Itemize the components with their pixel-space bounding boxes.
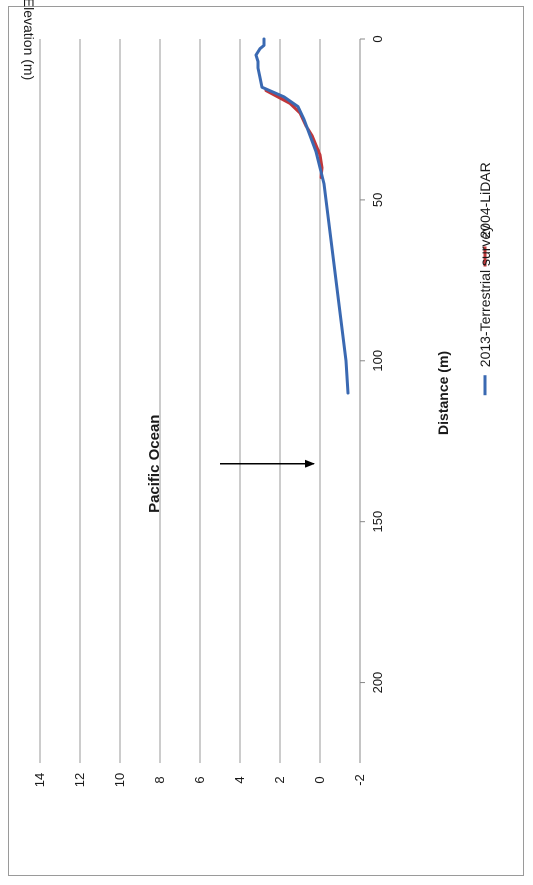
chart-frame [8,6,524,876]
x-tick-label: 200 [370,672,385,694]
y-tick-label: 12 [72,773,87,787]
y-tick-label: 2 [272,776,287,783]
y-axis-label: Elevation (m) [21,0,37,80]
y-tick-label: 8 [152,776,167,783]
pacific-ocean-annotation: Pacific Ocean [146,415,163,513]
y-tick-label: -2 [352,774,367,786]
legend-label: 2013-Terrestrial survey [477,225,493,367]
y-tick-label: 6 [192,776,207,783]
series-line-2004-lidar [264,89,324,179]
y-tick-label: 14 [32,773,47,787]
plot-area: -2 0 2 4 6 8 10 12 14 0 50 100 150 200 [32,35,385,787]
x-tick-label: 0 [370,35,385,42]
y-tick-label: 0 [312,776,327,783]
x-axis-label: Distance (m) [435,351,451,435]
legend-label: 2004-LiDAR [477,162,493,238]
x-tick-label: 150 [370,511,385,533]
x-tick-label: 100 [370,350,385,372]
y-tick-label: 10 [112,773,127,787]
series-line-2013-terrestrial-survey [254,37,350,395]
y-tick-label: 4 [232,776,247,783]
x-tick-label: 50 [370,193,385,207]
